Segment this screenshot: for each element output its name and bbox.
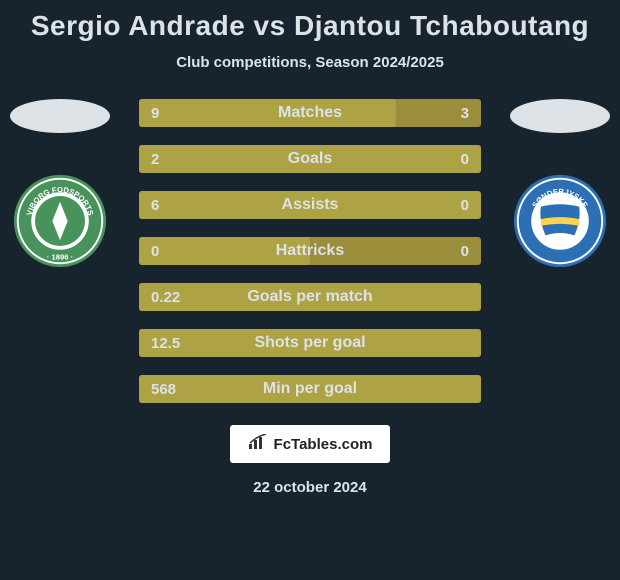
bar-label: Matches [139, 99, 481, 127]
bar-label: Min per goal [139, 375, 481, 403]
page-title: Sergio Andrade vs Djantou Tchaboutang [0, 0, 620, 42]
bar-row: Shots per goal12.5 [139, 329, 481, 357]
bar-label: Goals [139, 145, 481, 173]
player-right-column: SØNDERJYSKE [510, 99, 610, 274]
bar-value-left: 0 [139, 237, 171, 265]
player-left-club-logo: VIBORG FODSPORTS · 1896 · [12, 173, 108, 274]
bar-row: Hattricks0 0 [139, 237, 481, 265]
bar-value-left: 12.5 [139, 329, 192, 357]
bar-row: Goals2 0 [139, 145, 481, 173]
footer-brand-text: FcTables.com [274, 436, 373, 453]
bar-value-left: 2 [139, 145, 171, 173]
bar-value-left: 6 [139, 191, 171, 219]
bar-row: Assists6 0 [139, 191, 481, 219]
footer-brand-box: FcTables.com [230, 425, 390, 463]
comparison-chart: VIBORG FODSPORTS · 1896 · SØNDERJYSKE Ma… [0, 99, 620, 403]
bar-row: Matches9 3 [139, 99, 481, 127]
page-subtitle: Club competitions, Season 2024/2025 [0, 54, 620, 71]
bar-label: Assists [139, 191, 481, 219]
svg-text:· 1896 ·: · 1896 · [47, 252, 73, 261]
bar-value-left: 9 [139, 99, 171, 127]
player-left-column: VIBORG FODSPORTS · 1896 · [10, 99, 110, 274]
chart-icon [248, 434, 268, 455]
bar-row: Goals per match0.22 [139, 283, 481, 311]
player-right-silhouette [510, 99, 610, 133]
bar-value-left: 568 [139, 375, 188, 403]
bar-value-right: 0 [449, 191, 481, 219]
player-right-club-logo: SØNDERJYSKE [512, 173, 608, 274]
bar-value-right: 0 [449, 145, 481, 173]
footer-date: 22 october 2024 [0, 479, 620, 496]
bar-row: Min per goal568 [139, 375, 481, 403]
bar-label: Hattricks [139, 237, 481, 265]
bars-container: Matches93Goals20Assists60Hattricks00Goal… [139, 99, 481, 403]
player-left-silhouette [10, 99, 110, 133]
bar-value-right: 3 [449, 99, 481, 127]
bar-value-right: 0 [449, 237, 481, 265]
bar-value-left: 0.22 [139, 283, 192, 311]
